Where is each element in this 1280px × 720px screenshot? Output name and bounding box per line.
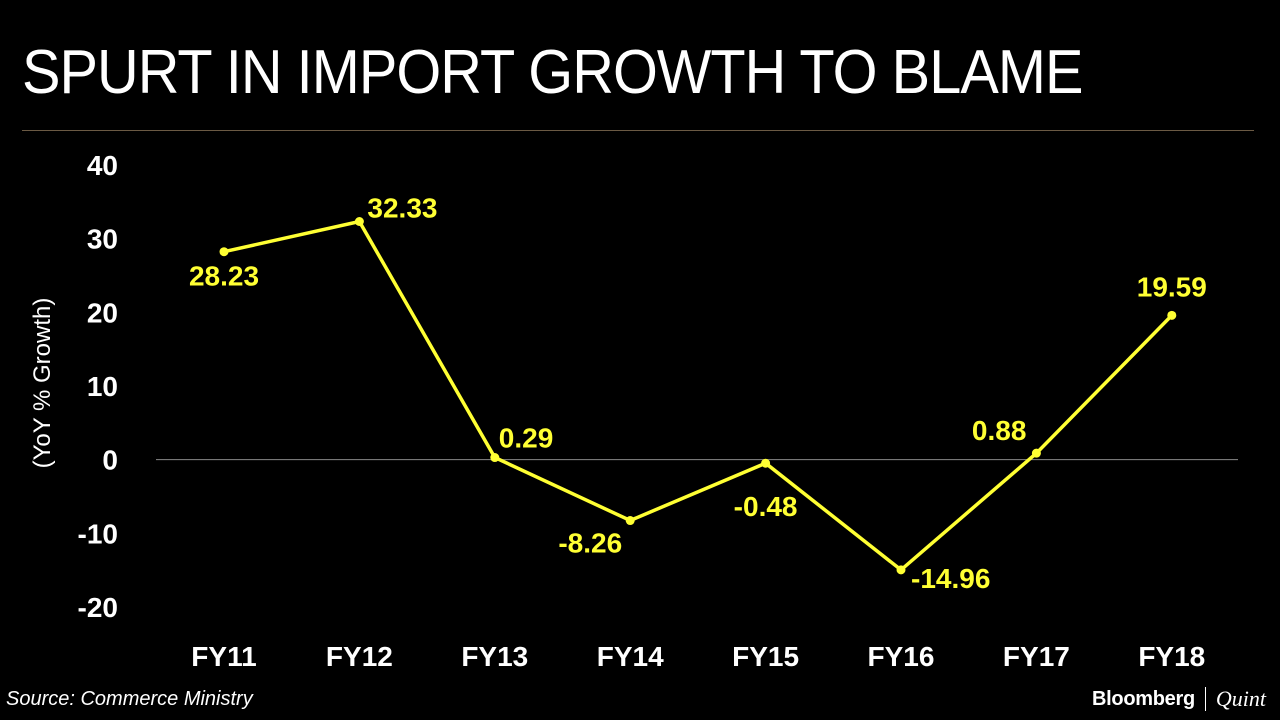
data-point [219, 247, 229, 257]
data-label: 19.59 [1137, 271, 1207, 302]
x-tick-label: FY11 [191, 641, 256, 672]
data-label: 32.33 [367, 193, 437, 224]
data-point [354, 217, 364, 227]
data-labels: 28.23 32.33 0.29 -8.26 -0.48 -14.96 0.88 19.59 [189, 193, 1207, 594]
data-label: -0.48 [734, 491, 798, 522]
chart-title: SPURT IN IMPORT GROWTH TO BLAME [22, 38, 1083, 107]
title-divider [22, 130, 1254, 131]
data-point [1031, 448, 1041, 458]
x-axis: FY11 FY12 FY13 FY14 FY15 FY16 FY17 FY18 [191, 641, 1205, 672]
brand-logo: Bloomberg Quint [1092, 686, 1266, 712]
y-tick-label: 20 [87, 297, 118, 328]
x-tick-label: FY12 [326, 641, 393, 672]
y-tick-label: -20 [78, 592, 118, 623]
y-tick-label: 10 [87, 371, 118, 402]
data-point [761, 458, 771, 468]
data-label: 0.29 [499, 423, 554, 454]
y-tick-labels: 40 30 20 10 0 -10 -20 [78, 150, 118, 623]
x-tick-label: FY15 [732, 641, 799, 672]
x-tick-label: FY13 [461, 641, 528, 672]
brand-separator [1204, 687, 1206, 711]
data-label: -14.96 [911, 563, 990, 594]
brand-quint: Quint [1215, 686, 1266, 711]
x-tick-label: FY18 [1138, 641, 1205, 672]
data-points [219, 217, 1177, 575]
y-tick-label: 0 [102, 445, 118, 476]
x-tick-label: FY14 [597, 641, 664, 672]
data-point [896, 565, 906, 575]
data-point [625, 516, 635, 526]
series-line [223, 219, 1174, 573]
x-tick-label: FY17 [1003, 641, 1070, 672]
y-axis: (YoY % Growth) 40 30 20 10 0 -10 -20 [29, 150, 118, 623]
y-axis-title: (YoY % Growth) [29, 298, 56, 469]
data-point [490, 453, 500, 463]
y-tick-label: 40 [87, 150, 118, 181]
x-tick-label: FY16 [868, 641, 935, 672]
brand-bloomberg: Bloomberg [1092, 687, 1195, 710]
y-tick-label: -10 [78, 518, 118, 549]
data-point [1167, 310, 1177, 320]
data-label: 28.23 [189, 261, 259, 292]
data-label: 0.88 [972, 415, 1027, 446]
source-note: Source: Commerce Ministry [6, 688, 253, 710]
y-tick-label: 30 [87, 224, 118, 255]
data-label: -8.26 [558, 528, 622, 559]
